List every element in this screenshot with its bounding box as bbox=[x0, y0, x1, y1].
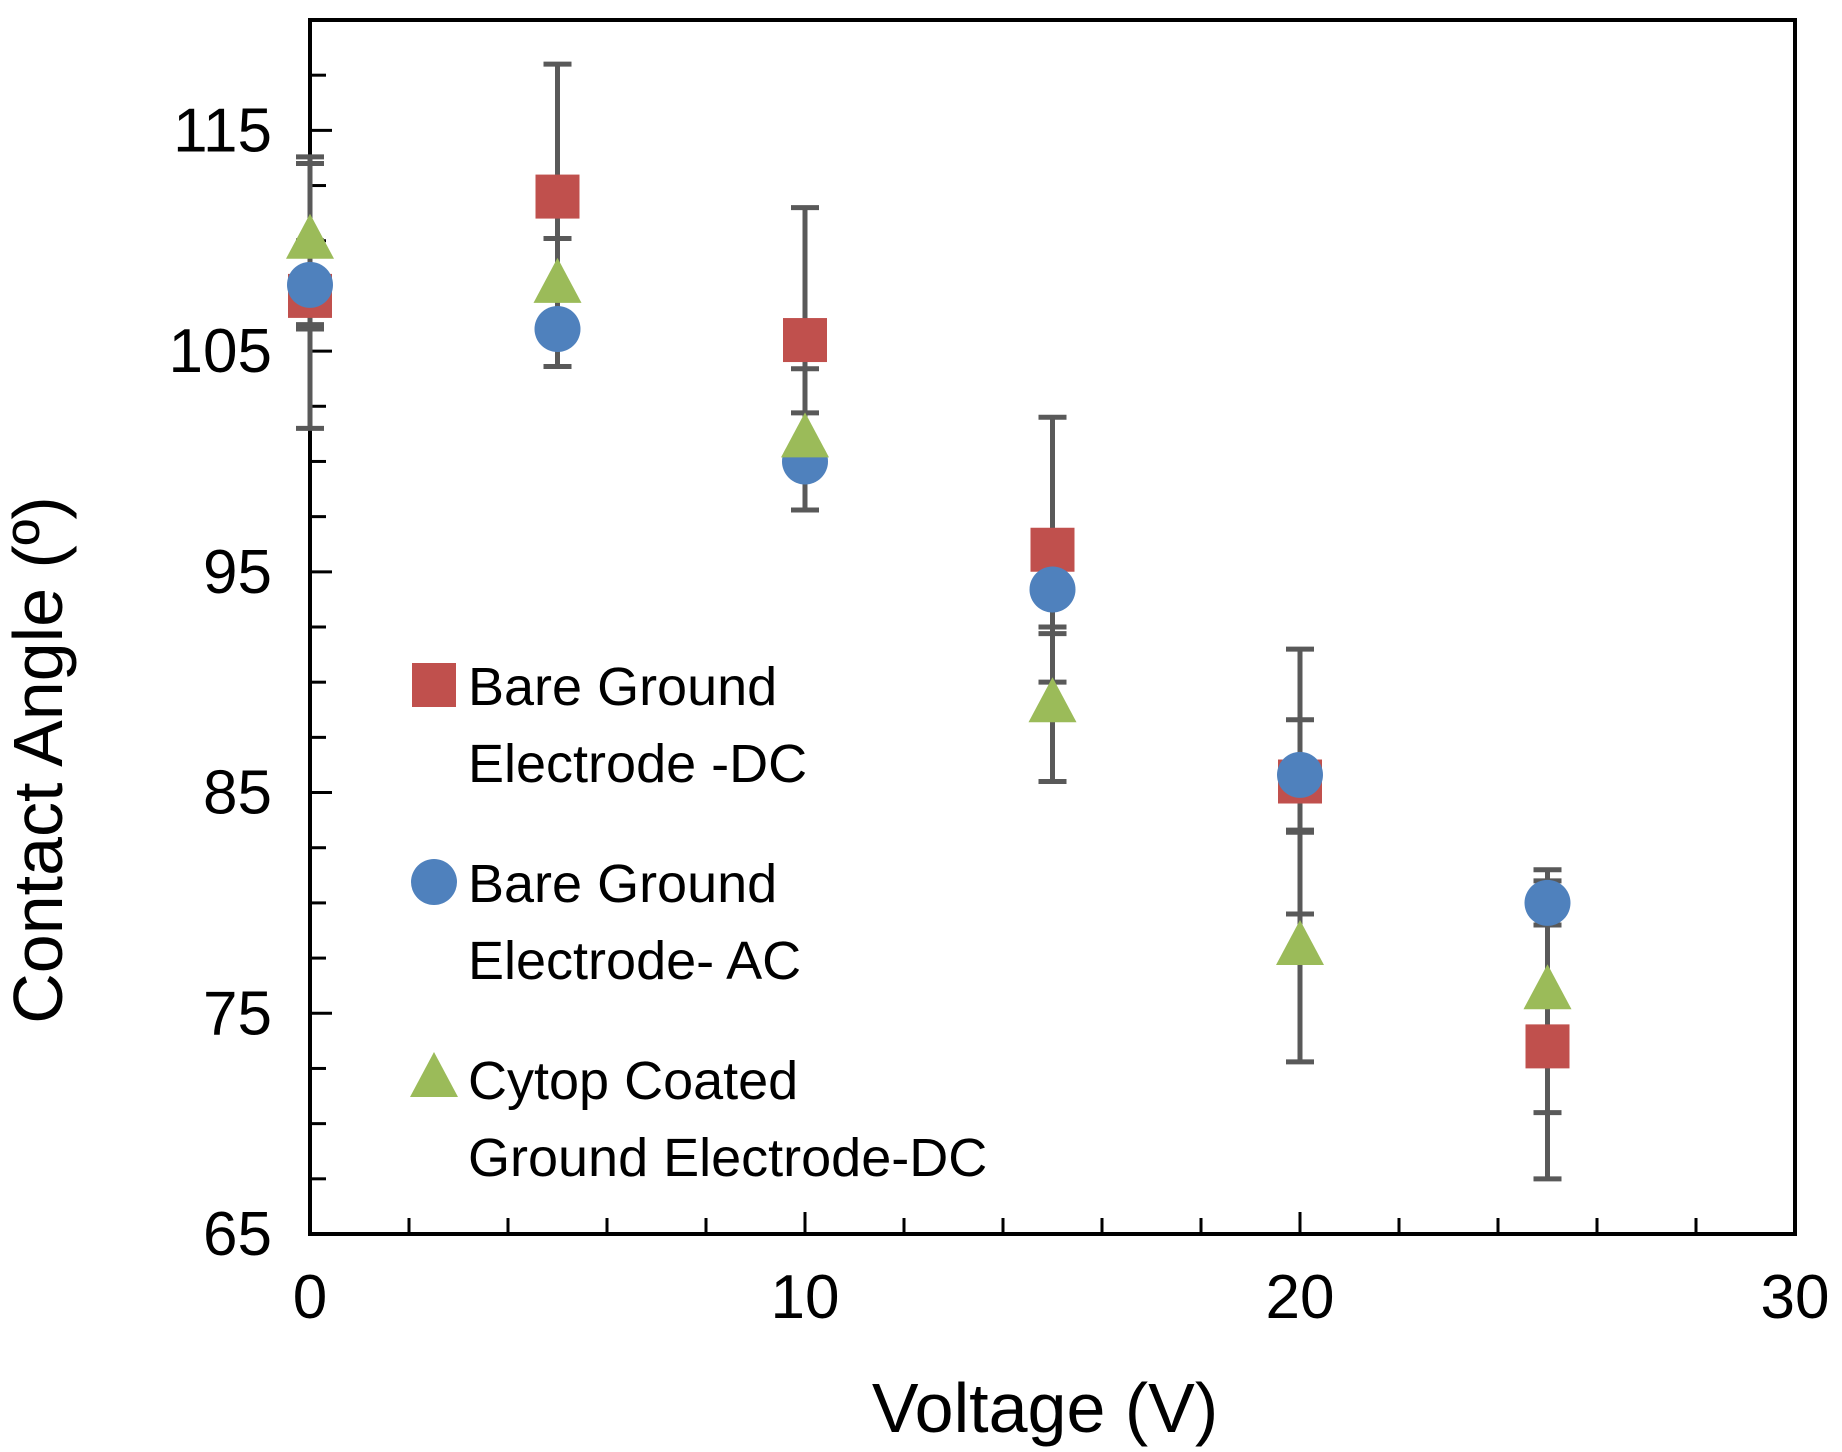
data-point-square bbox=[783, 318, 827, 363]
legend-marker-square bbox=[412, 663, 456, 707]
y-tick-label: 65 bbox=[203, 1200, 272, 1269]
legend-label: Bare Ground bbox=[468, 657, 777, 717]
data-point-triangle bbox=[1523, 964, 1572, 1010]
y-tick-label: 95 bbox=[203, 538, 272, 607]
y-tick-label: 115 bbox=[173, 96, 272, 165]
data-point-square bbox=[1030, 527, 1075, 572]
data-point-triangle bbox=[1276, 920, 1324, 966]
legend-label: Electrode- AC bbox=[468, 931, 801, 991]
legend-label: Ground Electrode-DC bbox=[468, 1128, 987, 1188]
data-point-square bbox=[1525, 1024, 1570, 1069]
data-point-circle bbox=[1277, 751, 1323, 798]
axis-ticks bbox=[308, 18, 1797, 1236]
y-tick-label: 105 bbox=[169, 317, 272, 386]
data-point-square bbox=[535, 174, 580, 219]
x-tick-label: 20 bbox=[1266, 1263, 1335, 1332]
data-point-triangle bbox=[286, 213, 334, 259]
data-point-circle bbox=[287, 261, 333, 308]
x-tick-label: 10 bbox=[771, 1263, 840, 1332]
legend-marker-triangle bbox=[410, 1052, 458, 1097]
data-point-triangle bbox=[533, 257, 582, 303]
legend-label: Electrode -DC bbox=[468, 734, 807, 794]
legend-label: Bare Ground bbox=[468, 854, 777, 914]
legend: Bare Ground Electrode -DC Bare Ground Elect… bbox=[410, 657, 987, 1188]
x-tick-label: 30 bbox=[1761, 1263, 1830, 1332]
y-tick-label: 75 bbox=[203, 979, 272, 1048]
error-bars bbox=[296, 61, 1562, 1182]
legend-marker-circle bbox=[411, 859, 457, 905]
data-point-circle bbox=[1029, 566, 1076, 613]
y-axis-title: Contact Angle (º) bbox=[0, 496, 77, 1024]
tick-labels: 0 10 20 30 65 75 85 95 105 115 bbox=[169, 96, 1830, 1332]
y-tick-label: 85 bbox=[203, 759, 272, 828]
x-axis-title: Voltage (V) bbox=[872, 1369, 1218, 1447]
legend-label: Cytop Coated bbox=[468, 1051, 798, 1111]
data-point-triangle bbox=[1028, 677, 1077, 723]
data-points bbox=[286, 174, 1572, 1069]
data-point-triangle bbox=[781, 412, 829, 458]
x-tick-label: 0 bbox=[293, 1263, 327, 1332]
data-point-circle bbox=[534, 306, 581, 353]
data-point-circle bbox=[1524, 879, 1571, 926]
